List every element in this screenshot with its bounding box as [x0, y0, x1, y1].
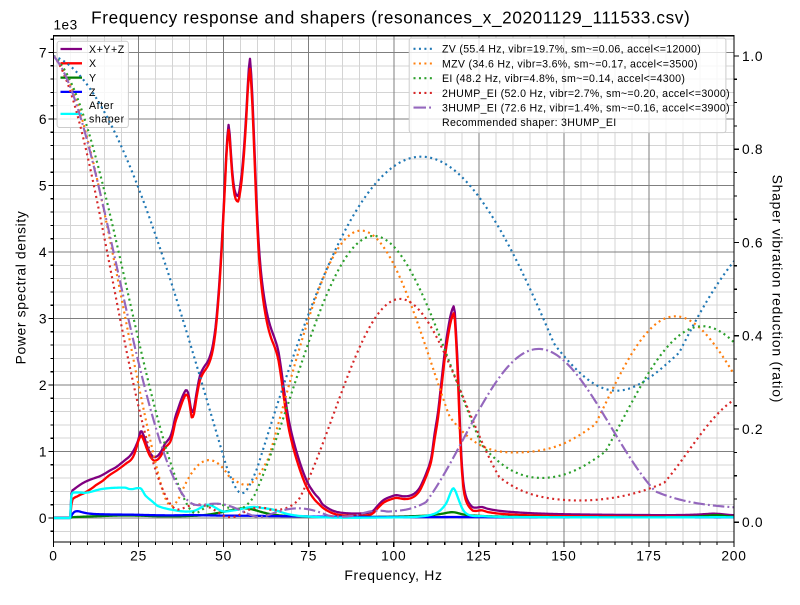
svg-text:100: 100 [381, 549, 406, 564]
svg-text:X: X [89, 58, 97, 70]
svg-text:MZV (34.6 Hz, vibr=3.6%, sm~=0: MZV (34.6 Hz, vibr=3.6%, sm~=0.17, accel… [442, 58, 698, 70]
svg-text:Y: Y [89, 72, 97, 84]
svg-text:ZV (55.4 Hz, vibr=19.7%, sm~=0: ZV (55.4 Hz, vibr=19.7%, sm~=0.06, accel… [442, 44, 701, 56]
svg-text:Frequency response and shapers: Frequency response and shapers (resonanc… [91, 8, 690, 28]
svg-text:1.0: 1.0 [742, 49, 763, 64]
svg-text:Shaper vibration reduction (ra: Shaper vibration reduction (ratio) [770, 175, 786, 403]
svg-text:2HUMP_EI (52.0 Hz, vibr=2.7%,: 2HUMP_EI (52.0 Hz, vibr=2.7%, sm~=0.20, … [442, 88, 730, 100]
svg-text:Z: Z [89, 87, 96, 99]
svg-text:3: 3 [39, 311, 47, 326]
svg-text:1: 1 [39, 444, 47, 459]
svg-text:4: 4 [39, 245, 47, 260]
svg-text:75: 75 [300, 549, 317, 564]
svg-text:Recommended shaper: 3HUMP_EI: Recommended shaper: 3HUMP_EI [442, 117, 616, 129]
svg-text:EI (48.2 Hz, vibr=4.8%, sm~=0.: EI (48.2 Hz, vibr=4.8%, sm~=0.14, accel<… [442, 73, 685, 85]
svg-text:0.0: 0.0 [742, 515, 763, 530]
svg-text:150: 150 [551, 549, 576, 564]
svg-text:0: 0 [49, 549, 57, 564]
svg-text:6: 6 [39, 112, 47, 127]
svg-text:X+Y+Z: X+Y+Z [89, 44, 125, 56]
svg-text:After: After [89, 100, 114, 112]
svg-text:Power spectral density: Power spectral density [13, 211, 29, 365]
svg-text:0.6: 0.6 [742, 235, 763, 250]
svg-text:shaper: shaper [89, 113, 125, 125]
svg-text:Frequency, Hz: Frequency, Hz [344, 567, 442, 583]
svg-text:7: 7 [39, 45, 47, 60]
svg-text:3HUMP_EI (72.6 Hz, vibr=1.4%,: 3HUMP_EI (72.6 Hz, vibr=1.4%, sm~=0.16, … [442, 102, 730, 114]
svg-text:200: 200 [721, 549, 746, 564]
svg-text:125: 125 [466, 549, 491, 564]
svg-text:0: 0 [39, 511, 47, 526]
svg-text:175: 175 [636, 549, 661, 564]
svg-text:2: 2 [39, 378, 47, 393]
svg-text:25: 25 [130, 549, 147, 564]
svg-text:50: 50 [215, 549, 232, 564]
svg-text:5: 5 [39, 178, 47, 193]
svg-text:0.8: 0.8 [742, 142, 763, 157]
svg-text:0.4: 0.4 [742, 329, 763, 344]
svg-text:0.2: 0.2 [742, 422, 763, 437]
svg-text:1e3: 1e3 [54, 18, 78, 33]
